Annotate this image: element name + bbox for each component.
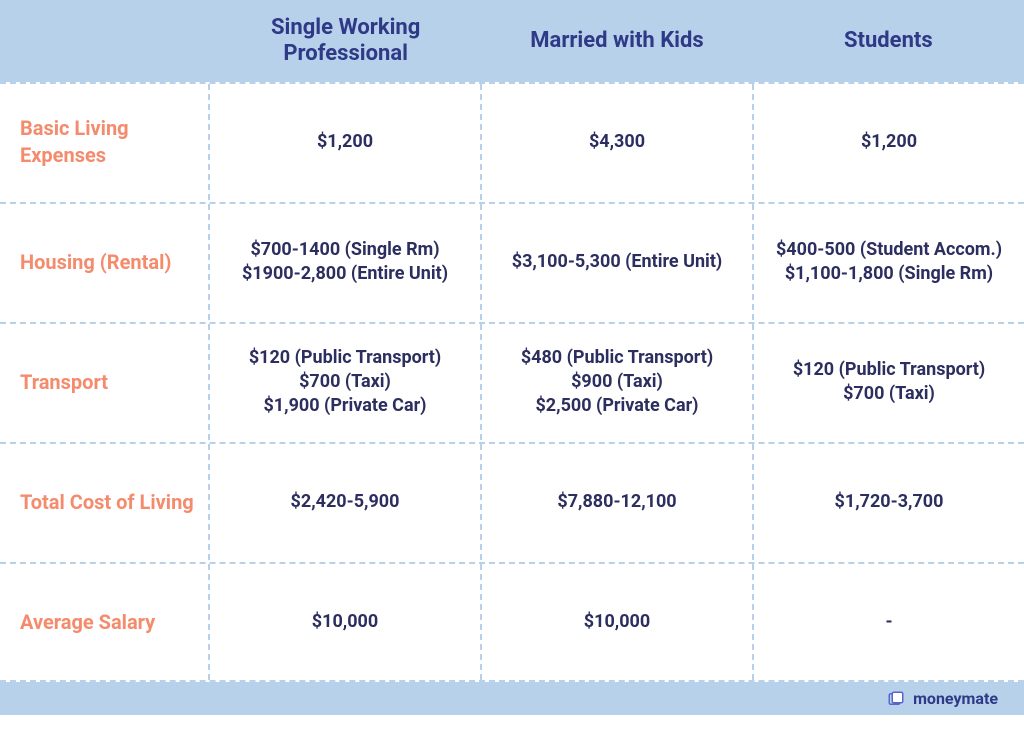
- column-header-married: Married with Kids: [481, 0, 752, 82]
- table-row: Total Cost of Living $2,420-5,900 $7,880-1…: [0, 442, 1024, 562]
- cell-married: $7,880-12,100: [482, 444, 754, 560]
- cell-line: $7,880-12,100: [557, 490, 676, 514]
- header-empty-cell: [0, 0, 210, 82]
- cell-line: $400-500 (Student Accom.): [776, 238, 1002, 262]
- cell-line: $1,200: [861, 130, 917, 154]
- brand-icon: [887, 690, 905, 708]
- column-header-single: Single Working Professional: [210, 0, 481, 82]
- cell-line: $120 (Public Transport): [249, 346, 441, 370]
- column-header-students: Students: [753, 0, 1024, 82]
- cell-single: $700-1400 (Single Rm)$1900-2,800 (Entire…: [210, 204, 482, 320]
- cell-line: $1,200: [317, 130, 373, 154]
- row-label: Average Salary: [0, 564, 210, 680]
- cell-married: $4,300: [482, 84, 754, 200]
- cell-line: $4,300: [589, 130, 645, 154]
- cell-line: $2,420-5,900: [291, 490, 400, 514]
- cell-line: $700 (Taxi): [299, 370, 391, 394]
- cell-line: $1,900 (Private Car): [263, 394, 426, 418]
- cell-line: $900 (Taxi): [571, 370, 663, 394]
- cost-of-living-table: Single Working Professional Married with…: [0, 0, 1024, 735]
- cell-students: $1,720-3,700: [754, 444, 1024, 560]
- row-label: Transport: [0, 324, 210, 440]
- table-footer: moneymate: [0, 682, 1024, 715]
- cell-line: $1900-2,800 (Entire Unit): [242, 262, 448, 286]
- cell-married: $10,000: [482, 564, 754, 680]
- row-label: Total Cost of Living: [0, 444, 210, 560]
- cell-line: $10,000: [312, 610, 378, 634]
- table-row: Housing (Rental)$700-1400 (Single Rm)$19…: [0, 202, 1024, 322]
- brand-text: moneymate: [913, 689, 998, 708]
- cell-single: $10,000: [210, 564, 482, 680]
- cell-line: $1,100-1,800 (Single Rm): [785, 262, 993, 286]
- cell-students: -: [754, 564, 1024, 680]
- cell-line: $700 (Taxi): [843, 382, 935, 406]
- cell-line: $2,500 (Private Car): [535, 394, 698, 418]
- cell-line: $120 (Public Transport): [793, 358, 985, 382]
- cell-single: $120 (Public Transport)$700 (Taxi)$1,900…: [210, 324, 482, 440]
- table-row: Basic Living Expenses $1,200 $4,300 $1,200: [0, 82, 1024, 202]
- row-label: Housing (Rental): [0, 204, 210, 320]
- cell-students: $400-500 (Student Accom.)$1,100-1,800 (S…: [754, 204, 1024, 320]
- row-label: Basic Living Expenses: [0, 84, 210, 200]
- cell-married: $3,100-5,300 (Entire Unit): [482, 204, 754, 320]
- cell-single: $1,200: [210, 84, 482, 200]
- cell-students: $120 (Public Transport)$700 (Taxi): [754, 324, 1024, 440]
- cell-married: $480 (Public Transport)$900 (Taxi)$2,500…: [482, 324, 754, 440]
- table-header-row: Single Working Professional Married with…: [0, 0, 1024, 82]
- cell-line: $700-1400 (Single Rm): [250, 238, 439, 262]
- cell-line: $480 (Public Transport): [521, 346, 713, 370]
- cell-line: -: [885, 610, 892, 634]
- table-row: Average Salary $10,000 $10,000 -: [0, 562, 1024, 682]
- cell-line: $10,000: [584, 610, 650, 634]
- cell-students: $1,200: [754, 84, 1024, 200]
- cell-line: $3,100-5,300 (Entire Unit): [512, 250, 722, 274]
- cell-single: $2,420-5,900: [210, 444, 482, 560]
- table-row: Transport$120 (Public Transport)$700 (Ta…: [0, 322, 1024, 442]
- cell-line: $1,720-3,700: [835, 490, 944, 514]
